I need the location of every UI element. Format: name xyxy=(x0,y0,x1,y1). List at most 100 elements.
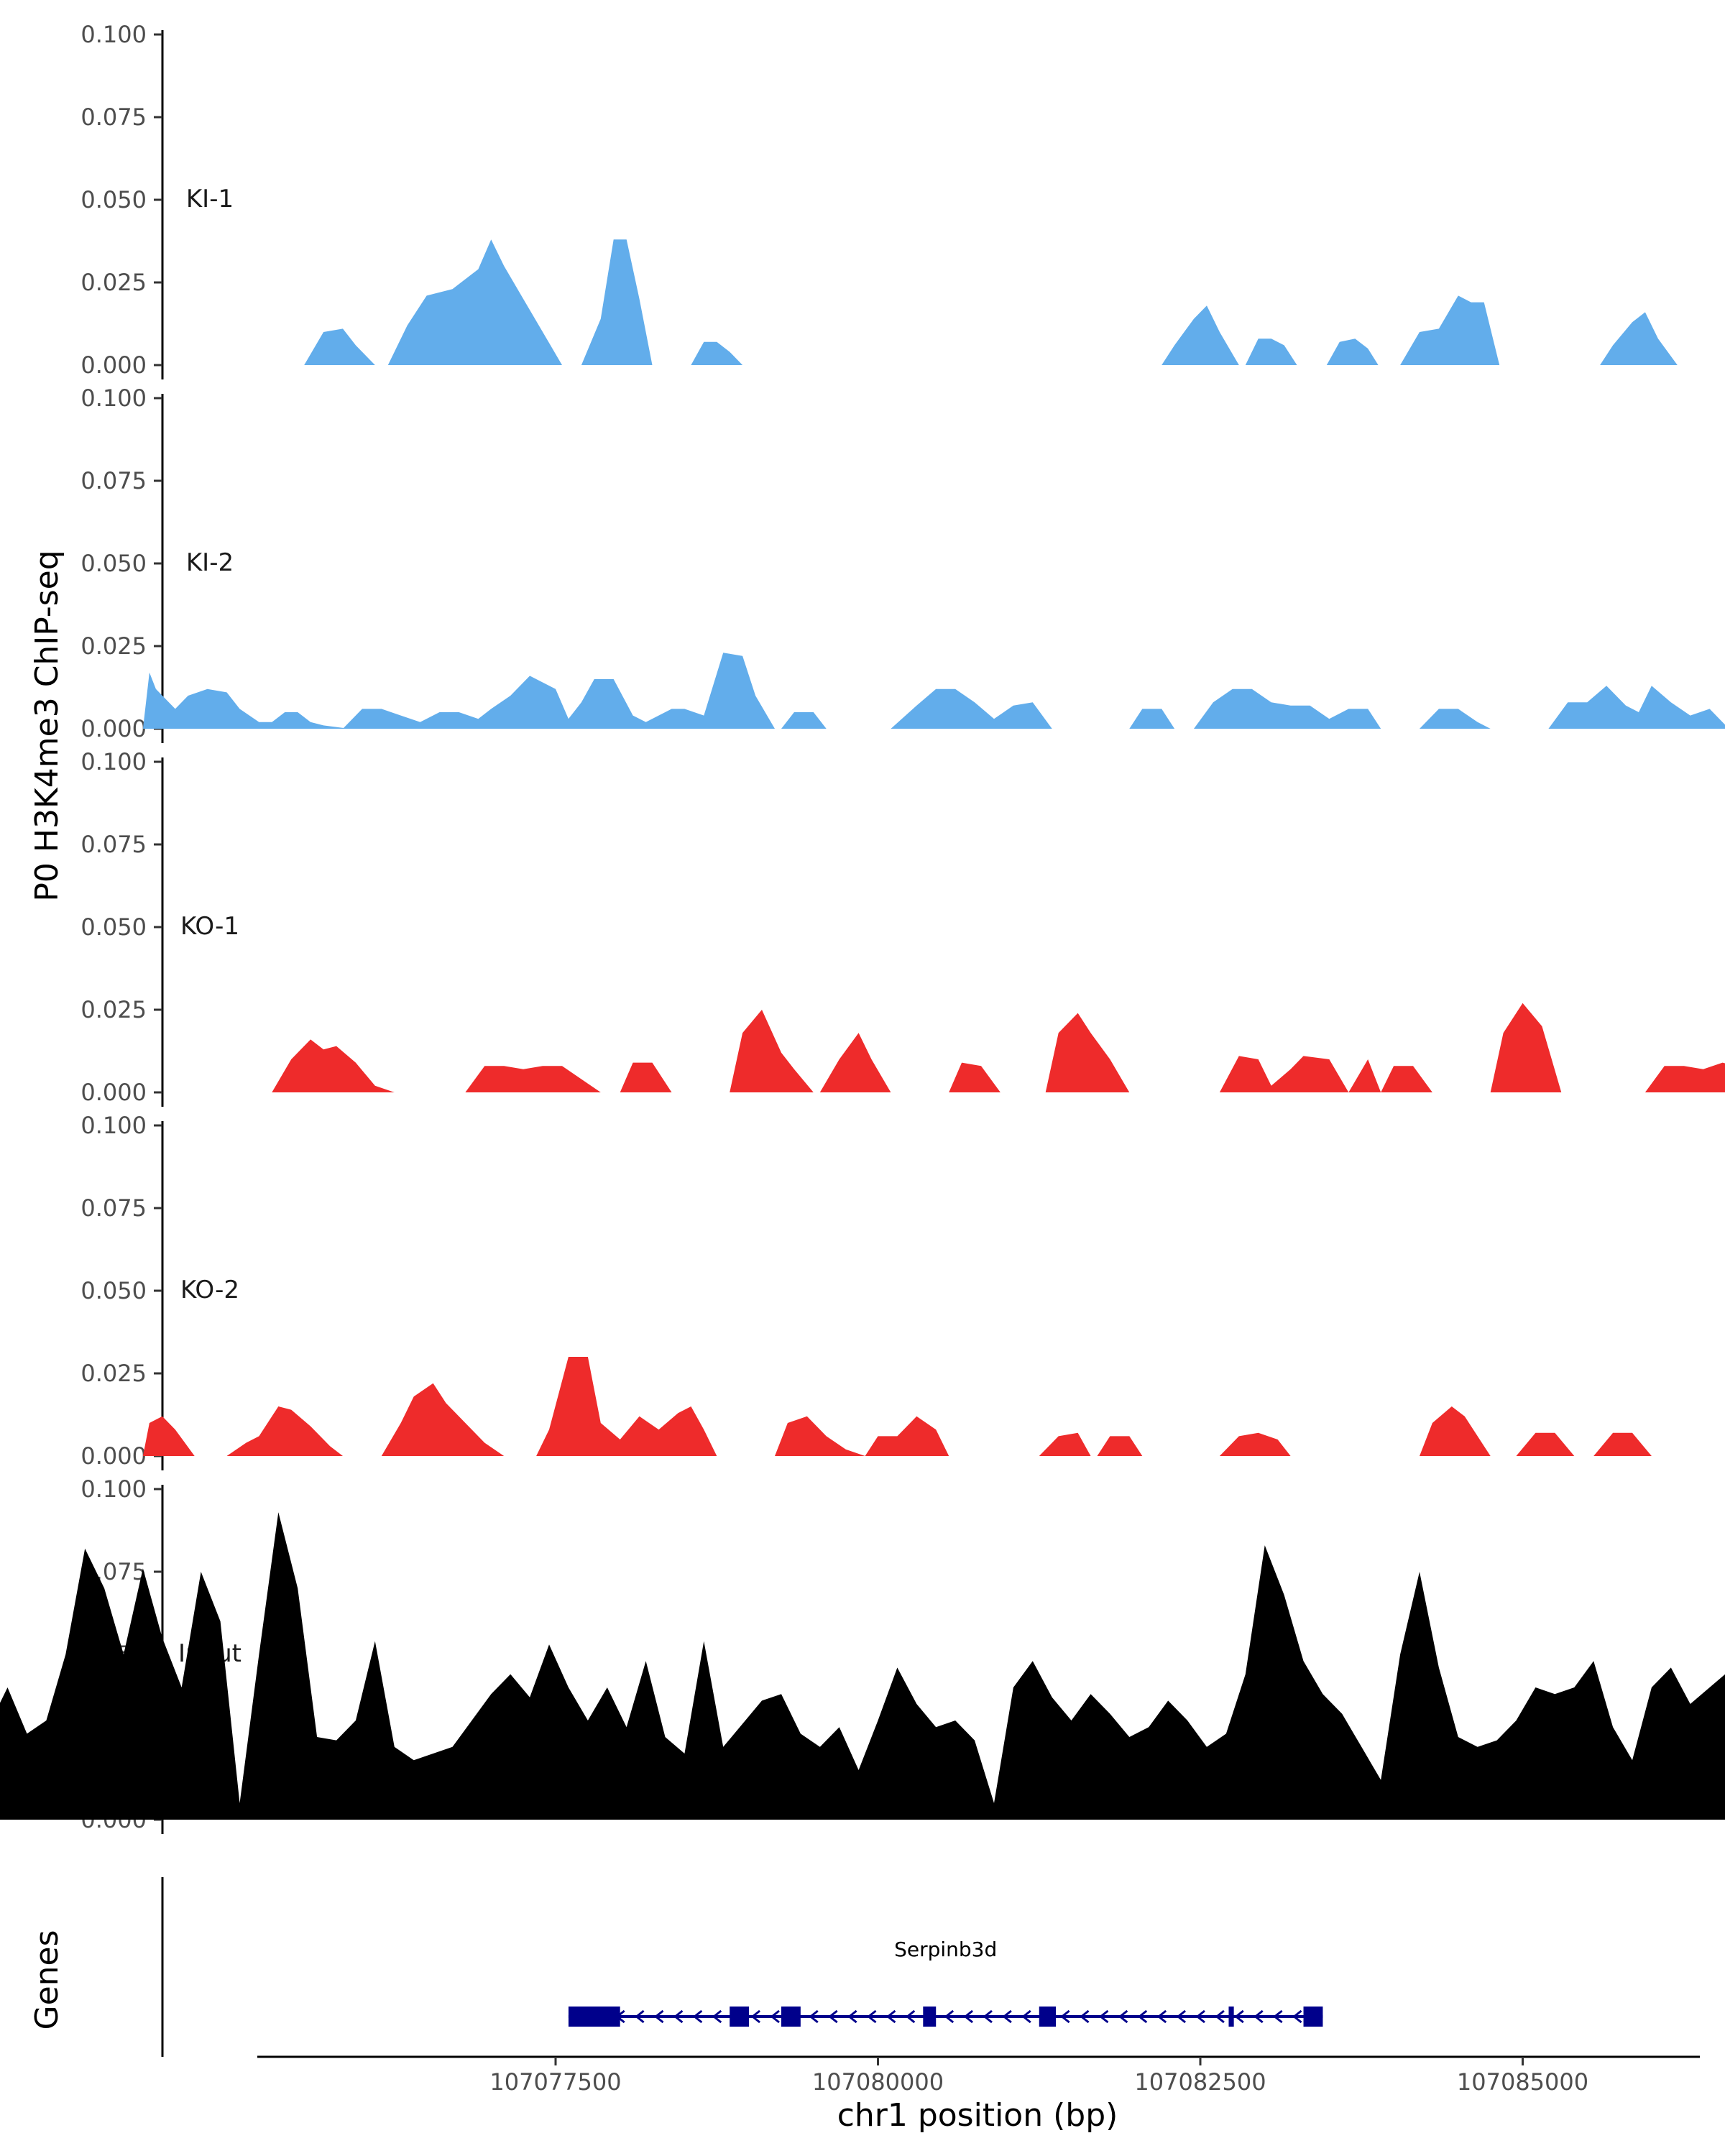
signal-peak xyxy=(1644,1062,1725,1092)
strand-arrow xyxy=(750,2009,761,2024)
signal-peak xyxy=(691,341,743,365)
signal-peak xyxy=(465,1066,601,1092)
strand-arrow xyxy=(1099,2009,1109,2024)
signal-peak xyxy=(1245,338,1297,365)
signal-peak xyxy=(1420,1406,1491,1456)
signal-peak xyxy=(1490,1003,1562,1092)
strand-arrow xyxy=(1060,2009,1070,2024)
tracks-layer: 0.1000.0750.0500.0250.000KI-10.1000.0750… xyxy=(0,21,1725,1834)
track-label-ko-2: KO-2 xyxy=(180,1276,239,1304)
y-tick-label: 0.000 xyxy=(80,1442,147,1470)
y-tick-label: 0.050 xyxy=(80,1277,147,1304)
signal-peak xyxy=(1039,1432,1091,1456)
signal-peak xyxy=(381,1383,505,1456)
signal-peak xyxy=(536,1357,717,1456)
strand-arrow xyxy=(1176,2009,1187,2024)
strand-arrow xyxy=(654,2009,664,2024)
y-tick-label: 0.050 xyxy=(80,913,147,941)
x-tick-label: 107082500 xyxy=(1134,2068,1266,2096)
gene-exon xyxy=(1303,2007,1323,2027)
strand-arrow xyxy=(635,2009,645,2024)
strand-arrow xyxy=(944,2009,954,2024)
signal-peak xyxy=(819,1033,891,1092)
strand-arrow xyxy=(1254,2009,1264,2024)
x-tick-label: 107085000 xyxy=(1457,2068,1588,2096)
strand-arrow xyxy=(1292,2009,1302,2024)
strand-arrow xyxy=(731,2009,742,2024)
signal-peak xyxy=(1420,709,1491,729)
strand-arrow xyxy=(905,2009,916,2024)
strand-arrow xyxy=(1215,2009,1225,2024)
y-tick-label: 0.025 xyxy=(80,1360,147,1387)
track-label-ki-2: KI-2 xyxy=(186,548,234,577)
y-tick-label: 0.100 xyxy=(80,748,147,775)
gene-track: Serpinb3d xyxy=(161,1877,1323,2057)
track-ki-1: 0.100 0.075 0.050 0.025 0.000 KI-1 xyxy=(80,21,1678,379)
signal-peak xyxy=(730,1010,814,1092)
strand-arrow xyxy=(809,2009,819,2024)
track-label-ko-1: KO-1 xyxy=(180,912,239,941)
signal-peak xyxy=(1400,295,1500,365)
signal-peak xyxy=(304,328,375,365)
x-axis: 107077500 107080000 107082500 107085000 xyxy=(257,2055,1700,2096)
strand-arrow xyxy=(576,2009,586,2024)
signal-peak xyxy=(1326,338,1379,365)
strand-arrow xyxy=(1137,2009,1148,2024)
y-tick-label: 0.100 xyxy=(80,21,147,48)
signal-peak xyxy=(1097,1436,1143,1456)
y-axis-title: P0 H3K4me3 ChIP-seq xyxy=(29,550,65,901)
y-tick-label: 0.050 xyxy=(80,550,147,577)
signal-peak xyxy=(949,1062,1000,1092)
strand-arrow xyxy=(673,2009,684,2024)
signal-peak xyxy=(1548,686,1725,729)
signal-peak xyxy=(891,688,1052,729)
strand-arrow xyxy=(1021,2009,1031,2024)
strand-arrow xyxy=(963,2009,974,2024)
signal-peak xyxy=(1194,688,1381,729)
signal-peak xyxy=(343,653,775,729)
signal-peak xyxy=(142,672,349,729)
x-axis-title: chr1 position (bp) xyxy=(837,2097,1118,2134)
strand-arrow xyxy=(615,2009,625,2024)
y-tick-label: 0.000 xyxy=(80,351,147,379)
genes-axis-title: Genes xyxy=(29,1930,65,2030)
strand-arrow xyxy=(770,2009,780,2024)
y-tick-label: 0.025 xyxy=(80,996,147,1023)
strand-arrow xyxy=(596,2009,606,2024)
y-tick-label: 0.100 xyxy=(80,1112,147,1139)
strand-arrow xyxy=(867,2009,877,2024)
signal-peak xyxy=(387,239,562,365)
track-label-ki-1: KI-1 xyxy=(186,185,234,213)
y-tick-label: 0.000 xyxy=(80,715,147,742)
track-ki-2: 0.100 0.075 0.050 0.025 0.000 KI-2 xyxy=(80,384,1725,743)
y-tick-label: 0.000 xyxy=(80,1079,147,1106)
strand-arrow xyxy=(1080,2009,1090,2024)
signal-peak xyxy=(1381,1066,1432,1092)
y-tick-label: 0.025 xyxy=(80,269,147,296)
strand-arrow xyxy=(1041,2009,1051,2024)
strand-arrow xyxy=(1002,2009,1012,2024)
signal-peak xyxy=(0,1512,1725,1820)
y-tick-label: 0.100 xyxy=(80,384,147,412)
signal-peak xyxy=(775,1416,865,1456)
x-tick-label: 107077500 xyxy=(489,2068,621,2096)
y-tick-label: 0.050 xyxy=(80,186,147,213)
track-ko-1: 0.100 0.075 0.050 0.025 0.000 KO-1 xyxy=(80,748,1725,1107)
strand-arrow xyxy=(712,2009,722,2024)
strand-arrow xyxy=(828,2009,838,2024)
strand-arrow xyxy=(692,2009,703,2024)
signal-peak xyxy=(1219,1432,1291,1456)
track-ko-2: 0.100 0.075 0.050 0.025 0.000 KO-2 xyxy=(80,1112,1652,1470)
strand-arrow xyxy=(1234,2009,1244,2024)
gene-exon xyxy=(1228,2007,1234,2027)
gene-exon xyxy=(1039,2007,1057,2027)
strand-arrow xyxy=(924,2009,935,2024)
signal-peak xyxy=(272,1039,395,1092)
signal-peak xyxy=(1129,709,1175,729)
signal-peak xyxy=(1219,1056,1381,1092)
y-tick-label: 0.100 xyxy=(80,1475,147,1503)
signal-peak xyxy=(1045,1013,1130,1092)
gene-name-label: Serpinb3d xyxy=(894,1938,997,1961)
